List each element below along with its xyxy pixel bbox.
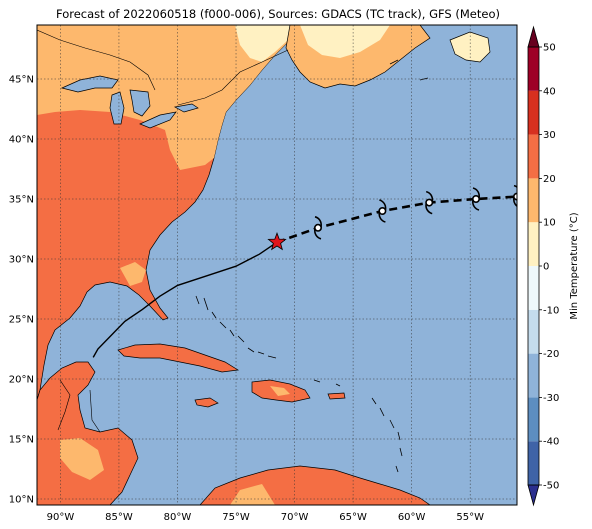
colorbar-segment	[528, 397, 539, 442]
cyclone-symbols	[313, 184, 517, 240]
lon-tick-label: 55°W	[456, 512, 484, 523]
map-area	[37, 25, 517, 505]
lon-tick-label: 70°W	[281, 512, 309, 523]
land-central-america	[37, 361, 139, 505]
colorbar-segment	[528, 134, 539, 179]
colorbar-tick-label: 10	[543, 218, 556, 229]
colorbar-tick-label: 30	[543, 130, 556, 141]
land-south-america-mild	[230, 484, 275, 505]
colorbar-tick-labels: -50 -40 -30 -20 -10 0 10 20 30 40 50	[539, 43, 559, 492]
land-cool-north	[235, 25, 290, 62]
colorbar-tick-label: 0	[543, 262, 549, 273]
colorbar-label: Min Temperature (°C)	[569, 212, 580, 319]
colorbar-tick-label: 50	[543, 43, 556, 54]
map-title: Forecast of 2022060518 (f000-006), Sourc…	[56, 7, 500, 21]
land-puerto-rico	[327, 392, 346, 400]
lake-superior	[60, 75, 119, 93]
cyclone-icon	[425, 190, 434, 215]
lon-tick-label: 85°W	[105, 512, 133, 523]
cyclone-icon	[471, 187, 481, 211]
lon-tick-label: 75°W	[222, 512, 250, 523]
lat-tick-label: 40°N	[9, 135, 34, 146]
cyclone-icon	[513, 184, 517, 208]
lake-michigan	[109, 91, 125, 125]
colorbar: -50 -40 -30 -20 -10 0 10 20 30 40 50 Min Temperatu…	[527, 25, 580, 507]
colorbar-min-extension	[527, 484, 540, 507]
cyclone-icon	[313, 216, 323, 240]
land-jamaica	[194, 397, 219, 408]
land-central-america-mild	[60, 438, 104, 480]
map-frame	[36, 24, 518, 506]
colorbar-tick-label: -20	[543, 349, 559, 360]
colorbar-segment	[528, 266, 539, 310]
latitude-tick-labels: 10°N 15°N 20°N 25°N 30°N 35°N 40°N 45°N	[9, 75, 34, 506]
forecast-track-line	[276, 195, 517, 244]
land-mild-gulf	[120, 262, 146, 286]
colorbar-segment	[528, 47, 539, 91]
lon-tick-label: 65°W	[339, 512, 367, 523]
colorbar-tick-label: 20	[543, 174, 556, 185]
past-track-line	[92, 241, 278, 358]
lake-ontario	[173, 103, 199, 113]
colorbar-segment	[528, 441, 539, 485]
colorbar-segment	[528, 222, 539, 266]
lon-tick-label: 60°W	[398, 512, 426, 523]
colorbar-segment	[528, 353, 539, 398]
colorbar-tick-label: -40	[543, 437, 559, 448]
lon-tick-label: 90°W	[47, 512, 75, 523]
lat-tick-label: 10°N	[9, 495, 34, 506]
lat-tick-label: 25°N	[9, 315, 34, 326]
land-hispaniola-mild	[270, 386, 290, 396]
current-position-star	[267, 232, 287, 251]
lake-erie	[139, 111, 177, 129]
land-cool-canada-east	[300, 25, 390, 58]
colorbar-tick-label: -30	[543, 393, 559, 404]
lat-tick-label: 15°N	[9, 435, 34, 446]
colorbar-segment	[528, 178, 539, 223]
lat-tick-label: 20°N	[9, 375, 34, 386]
lon-tick-label: 80°W	[164, 512, 192, 523]
longitude-tick-labels: 90°W 85°W 80°W 75°W 70°W 65°W 60°W 55°W	[47, 512, 484, 523]
colorbar-tick-label: 40	[543, 86, 556, 97]
colorbar-max-extension	[527, 25, 540, 48]
graticule	[37, 25, 517, 505]
borders	[37, 29, 289, 433]
lat-tick-label: 45°N	[9, 75, 34, 86]
land-mild-north	[37, 25, 290, 170]
land-cuba	[117, 343, 240, 373]
colorbar-tick-label: -50	[543, 481, 559, 492]
colorbar-segment	[528, 90, 539, 135]
lake-huron	[129, 89, 151, 117]
colorbar-tick-label: -10	[543, 305, 559, 316]
cyclone-icon	[378, 199, 387, 223]
colorbar-segment	[528, 309, 539, 354]
lat-tick-label: 30°N	[9, 255, 34, 266]
lat-tick-label: 35°N	[9, 195, 34, 206]
small-islands	[195, 59, 429, 473]
